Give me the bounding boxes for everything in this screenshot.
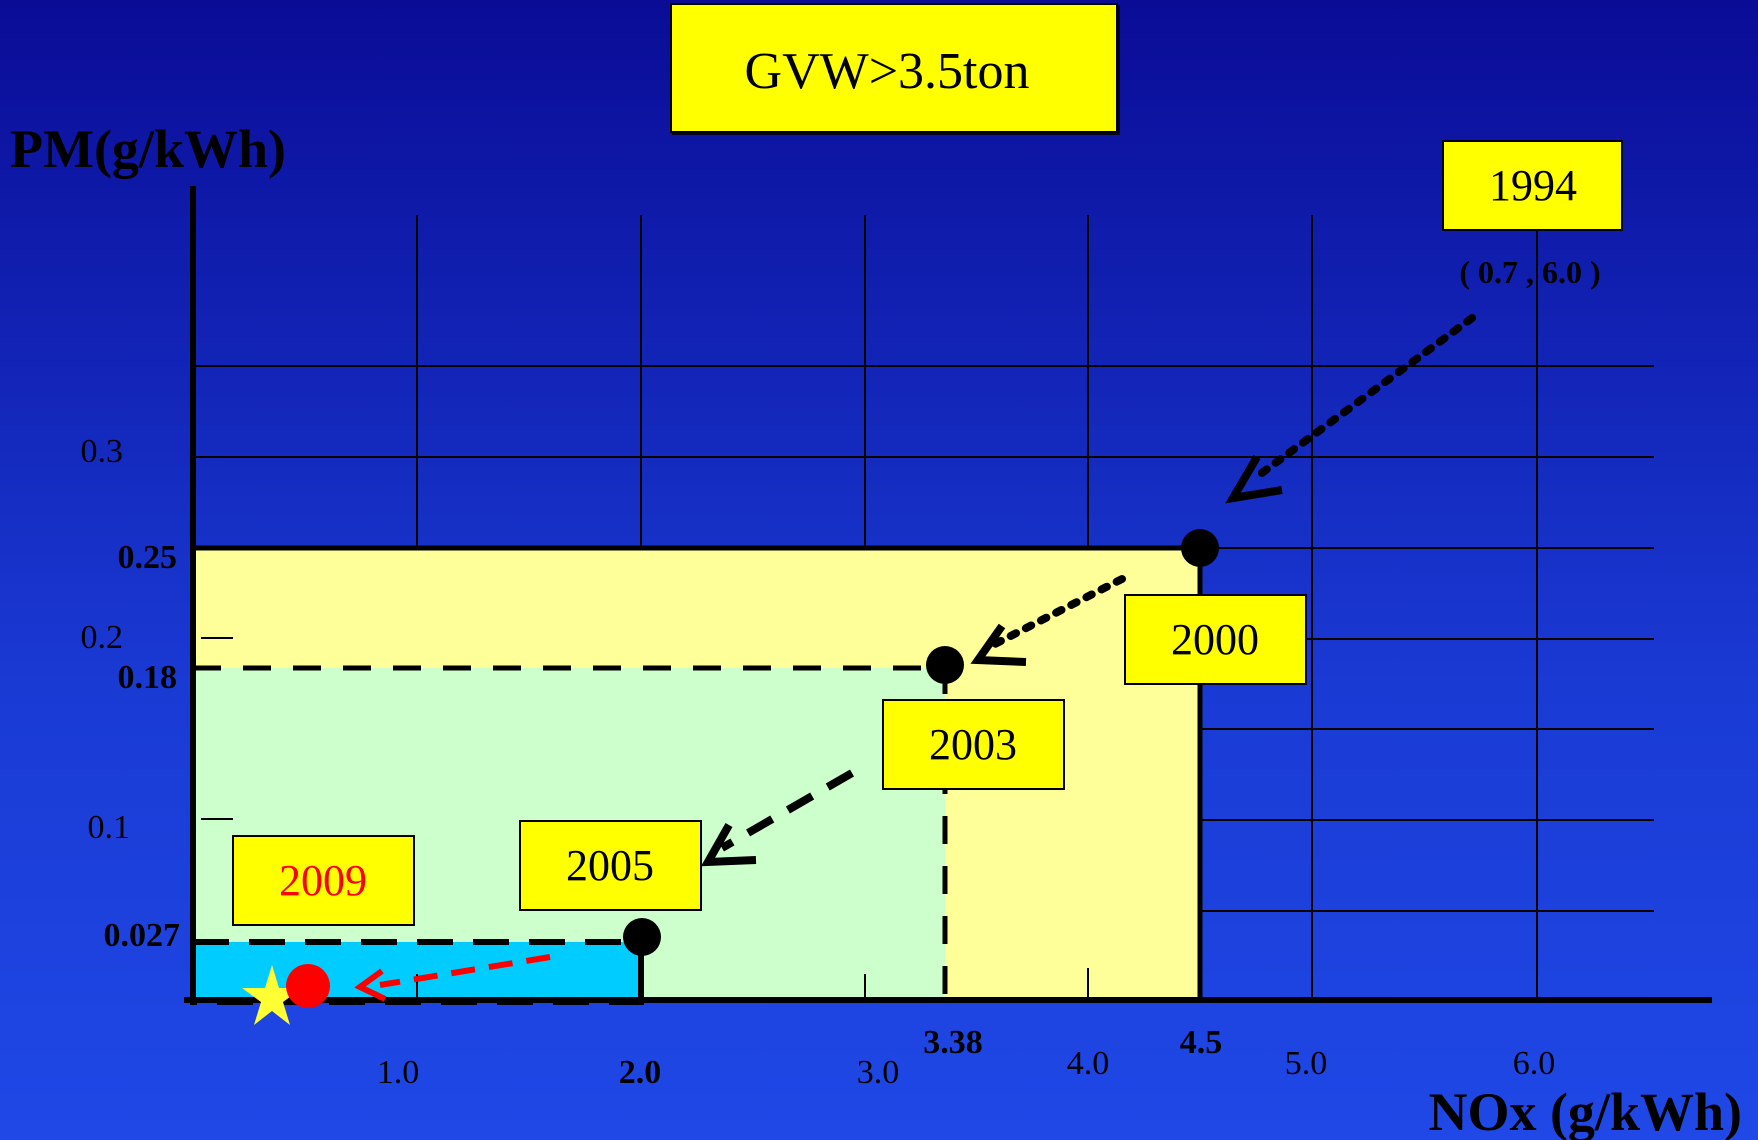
chart-title: GVW>3.5ton	[745, 43, 1030, 100]
point-2009	[286, 964, 330, 1008]
y-tick-label: 0.1	[88, 809, 131, 846]
label-2005-text: 2005	[566, 841, 654, 890]
label-1994: 1994	[1442, 140, 1623, 231]
point-2003	[926, 646, 964, 684]
y-tick-label: 0.18	[118, 659, 178, 696]
label-2009-text: 2009	[279, 856, 367, 905]
x-tick-label: 1.0	[377, 1054, 420, 1091]
title-box	[670, 3, 1118, 133]
label-2009: 2009	[232, 835, 415, 926]
star-2009	[242, 965, 302, 1025]
y-tick-label: 0.25	[118, 539, 178, 576]
label-2000: 2000	[1124, 594, 1307, 685]
label-1994-note: ( 0.7 , 6.0 )	[1459, 254, 1600, 290]
arrow-2005-to-2009	[354, 954, 551, 1002]
label-2003-text: 2003	[929, 720, 1017, 769]
label-2000-text: 2000	[1171, 615, 1259, 664]
y-tick-label: 0.2	[81, 619, 124, 656]
arrow-2003-to-2005	[700, 769, 854, 867]
point-2005	[623, 918, 661, 956]
y-tick-label: 0.027	[104, 917, 181, 954]
label-2003: 2003	[882, 699, 1065, 790]
x-tick-label: 4.0	[1067, 1045, 1110, 1082]
grid	[193, 215, 1654, 998]
x-tick-label: 2.0	[619, 1054, 662, 1091]
point-2000	[1181, 529, 1219, 567]
x-axis-label: NOx (g/kWh)	[1428, 1082, 1742, 1140]
arrow-1994-to-2000	[1225, 314, 1476, 504]
x-tick-label: 6.0	[1513, 1045, 1556, 1082]
arrow-2000-to-2003	[970, 575, 1126, 666]
x-tick-label: 3.38	[923, 1024, 983, 1061]
y-axis-label: PM(g/kWh)	[10, 119, 286, 179]
x-tick-label: 3.0	[857, 1054, 900, 1091]
y-tick-label: 0.3	[81, 433, 124, 470]
x-tick-label: 5.0	[1285, 1045, 1328, 1082]
x-tick-label: 4.5	[1180, 1024, 1223, 1061]
label-1994-text: 1994	[1489, 161, 1577, 210]
label-2005: 2005	[519, 820, 702, 911]
